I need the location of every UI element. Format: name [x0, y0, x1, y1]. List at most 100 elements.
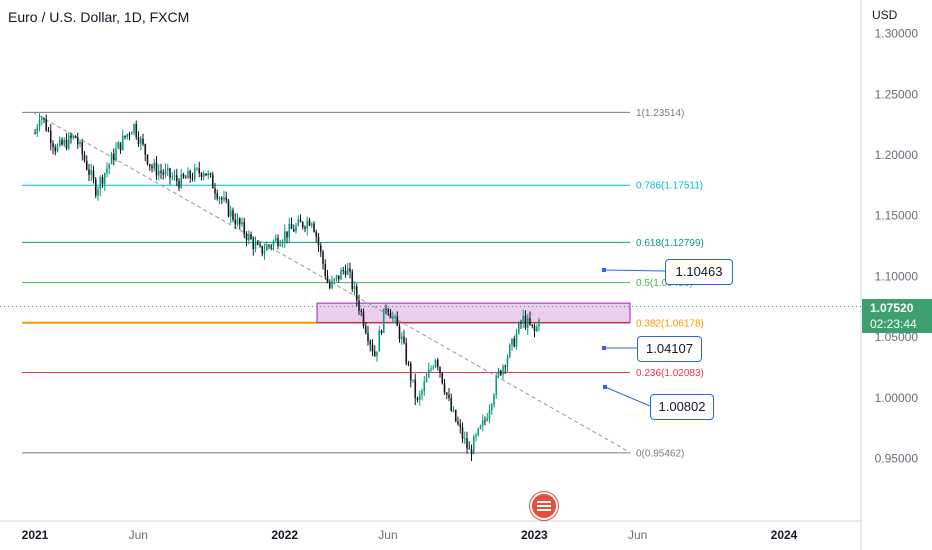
candle-body-221 [531, 324, 534, 326]
candle-body-148 [367, 332, 369, 342]
x-tick-label-6: 2024 [771, 528, 798, 542]
candle-body-5 [45, 119, 48, 131]
callout-1[interactable]: 1.10463 [665, 259, 733, 285]
candle-body-142 [353, 286, 356, 290]
candle-body-11 [58, 139, 61, 146]
candle-body-219 [526, 318, 529, 328]
candle-body-65 [180, 173, 183, 188]
x-tick-label-1: Jun [129, 528, 148, 542]
candle-body-131 [328, 282, 331, 288]
candle-body-149 [369, 341, 372, 345]
candle-body-18 [74, 135, 77, 138]
candle-body-59 [166, 168, 169, 171]
x-tick-label-4: 2023 [521, 528, 548, 542]
candle-body-30 [101, 177, 104, 184]
candle-body-38 [119, 142, 122, 150]
candle-body-0 [34, 133, 36, 135]
candle-body-130 [326, 276, 329, 283]
candle-body-120 [304, 227, 306, 229]
fib-label-5: 0.236(1.02083) [636, 368, 704, 379]
candle-body-2 [38, 119, 41, 128]
currency-label: USD [872, 8, 898, 22]
candle-body-85 [225, 197, 228, 201]
callout-3[interactable]: 1.00802 [650, 394, 714, 420]
candle-body-132 [331, 280, 333, 288]
candle-body-78 [209, 173, 212, 175]
candle-body-40 [124, 135, 126, 138]
candle-body-111 [283, 231, 286, 242]
candle-body-146 [362, 311, 365, 326]
candle-body-89 [234, 219, 237, 225]
candle-body-83 [220, 197, 223, 200]
candle-body-20 [79, 141, 81, 145]
candle-body-121 [306, 220, 309, 229]
candle-body-72 [196, 168, 198, 170]
candle-body-166 [407, 363, 410, 365]
candle-body-214 [515, 333, 518, 347]
candle-body-68 [187, 170, 189, 179]
candle-body-95 [247, 234, 250, 241]
candle-body-98 [254, 243, 257, 250]
candle-body-84 [223, 197, 225, 200]
fib-label-1: 0.786(1.17511) [636, 181, 703, 192]
candle-body-208 [502, 366, 504, 375]
candle-body-186 [452, 409, 455, 411]
candle-body-60 [169, 168, 171, 178]
candle-body-50 [146, 154, 149, 165]
candle-body-1 [36, 127, 39, 134]
candle-body-16 [70, 135, 72, 139]
candle-body-25 [90, 170, 93, 175]
candle-body-199 [481, 420, 484, 426]
callout-anchor-1 [602, 268, 606, 272]
candle-body-105 [270, 245, 273, 247]
candle-body-69 [189, 170, 192, 179]
candle-body-107 [274, 237, 277, 241]
candle-body-170 [416, 397, 419, 400]
candle-body-66 [182, 173, 185, 178]
candle-body-96 [250, 234, 252, 240]
y-tick-label-4: 1.10000 [875, 269, 919, 283]
candle-body-92 [241, 221, 243, 225]
candle-body-88 [232, 210, 234, 220]
candle-body-164 [403, 336, 405, 343]
candle-body-63 [175, 175, 178, 181]
candle-body-160 [394, 316, 396, 318]
candle-body-6 [47, 130, 50, 132]
candle-body-122 [308, 220, 311, 226]
candle-body-79 [211, 174, 214, 189]
candle-body-155 [382, 308, 385, 333]
candle-body-91 [238, 218, 241, 225]
candle-body-124 [313, 223, 315, 232]
candle-body-193 [468, 448, 471, 450]
candle-body-54 [155, 162, 158, 176]
candle-body-139 [346, 268, 349, 275]
candle-body-62 [173, 175, 176, 177]
candle-body-100 [259, 244, 261, 247]
candle-body-15 [67, 135, 70, 149]
candle-body-55 [157, 170, 160, 176]
candle-body-151 [373, 351, 376, 357]
candle-body-21 [81, 141, 84, 155]
candle-body-195 [472, 436, 475, 454]
candle-body-184 [448, 394, 450, 399]
candle-body-171 [418, 394, 421, 400]
candle-body-28 [97, 189, 99, 196]
y-tick-label-3: 1.15000 [875, 209, 919, 223]
candle-body-187 [454, 409, 457, 422]
candle-body-201 [486, 418, 489, 421]
candle-body-196 [475, 434, 477, 437]
candle-body-137 [342, 270, 345, 272]
us-flag-icon[interactable] [530, 492, 558, 520]
candle-body-24 [88, 169, 90, 175]
candle-body-203 [490, 404, 493, 411]
candle-body-42 [128, 134, 131, 136]
callout-anchor-2 [602, 346, 606, 350]
candle-body-154 [380, 330, 383, 333]
candle-body-175 [427, 369, 430, 378]
candle-body-217 [522, 315, 525, 324]
candle-body-206 [497, 370, 500, 377]
last-price-value: 1.07520 [870, 301, 914, 315]
callout-2[interactable]: 1.04107 [637, 336, 702, 362]
candle-body-133 [333, 278, 336, 281]
